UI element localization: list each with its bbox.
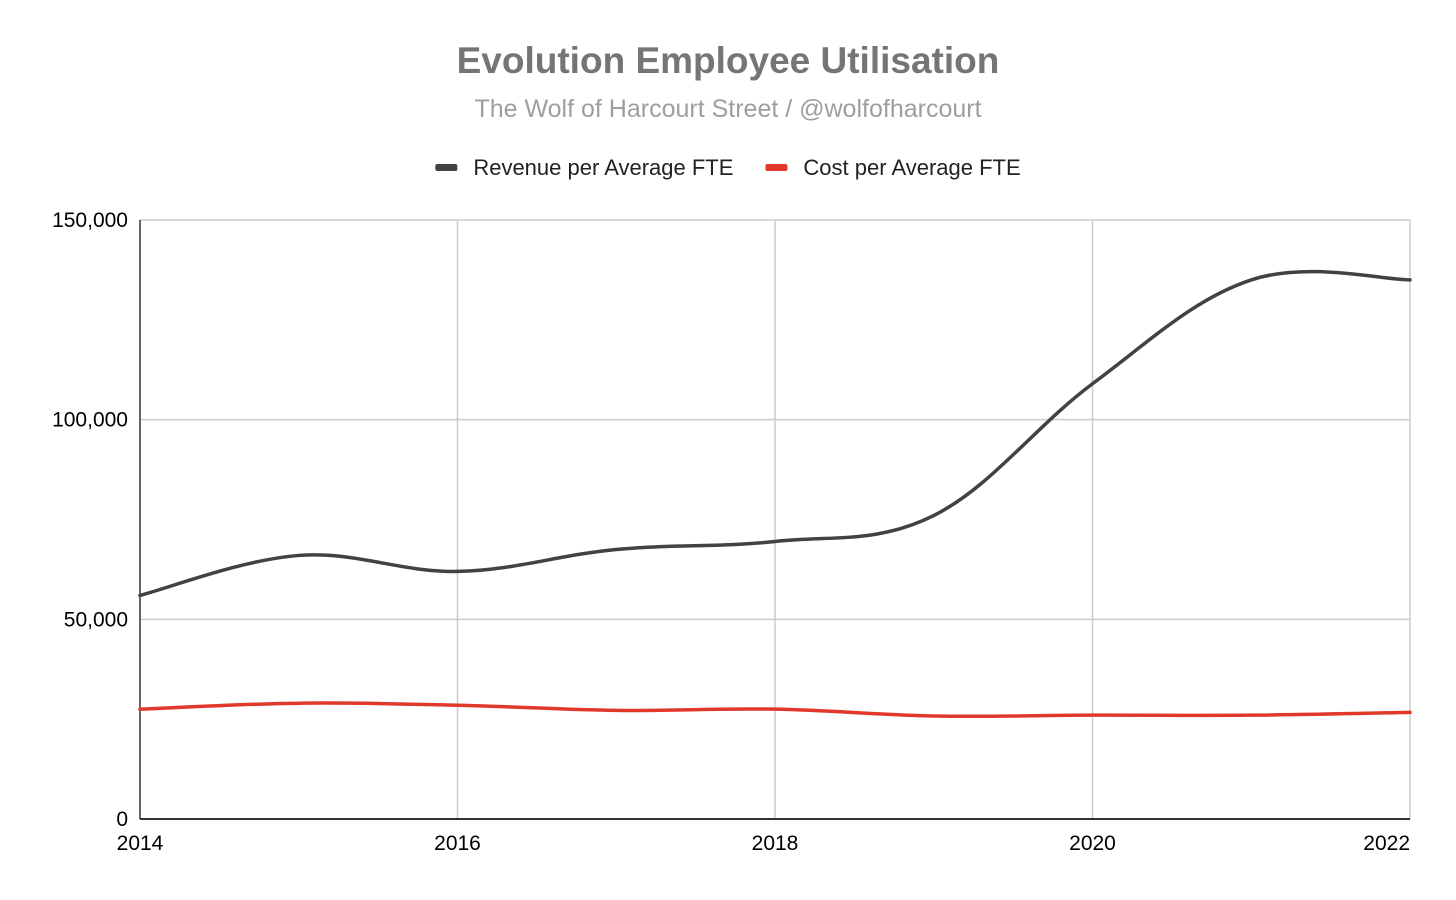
series-layer [138,269,1412,719]
tick-labels: 0 50,000 100,000 150,000 2014 2016 2018 2020 202… [52,209,1410,855]
x-tick-label: 2018 [752,832,799,855]
y-tick-label: 100,000 [52,409,128,432]
axes [139,220,1410,820]
legend: Revenue per Average FTE Cost per Average … [435,155,1021,180]
legend-swatch-1 [765,164,788,171]
y-tick-label: 50,000 [64,608,128,631]
y-tick-label: 150,000 [52,209,128,232]
legend-label-0: Revenue per Average FTE [473,155,733,180]
x-tick-label: 2022 [1363,832,1410,855]
y-tick-label: 0 [116,808,128,831]
x-tick-label: 2020 [1069,832,1116,855]
grid-lines [140,219,1411,819]
chart-title: Evolution Employee Utilisation [456,40,1000,81]
legend-label-1: Cost per Average FTE [803,155,1020,180]
legend-swatch-0 [435,164,458,171]
x-tick-label: 2014 [117,832,164,855]
series-line-1 [138,701,1412,719]
series-line-0 [138,269,1412,598]
x-tick-label: 2016 [434,832,481,855]
chart-subtitle: The Wolf of Harcourt Street / @wolfofhar… [474,95,982,123]
